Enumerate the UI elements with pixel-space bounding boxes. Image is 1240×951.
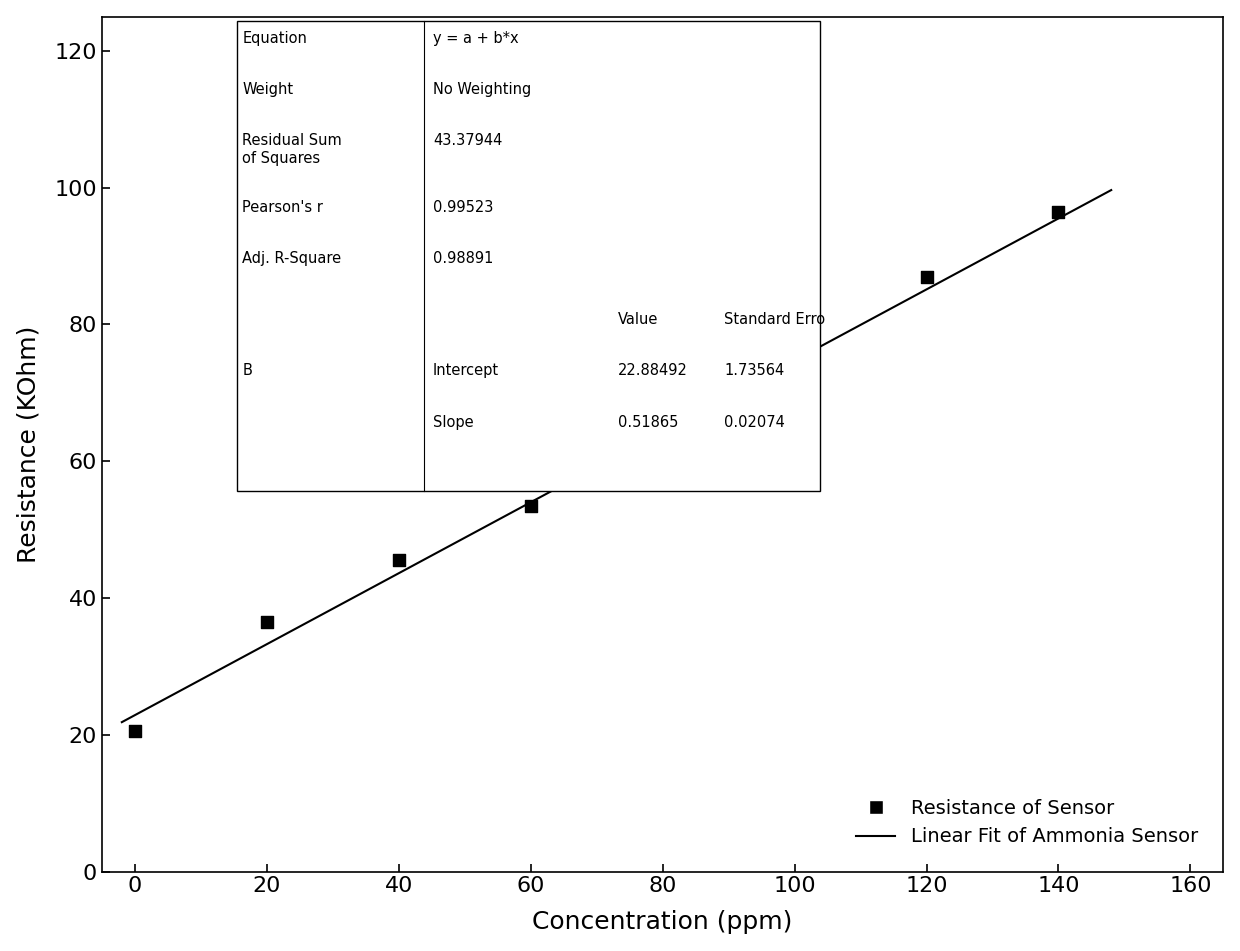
Point: [125, 724, 145, 739]
FancyBboxPatch shape: [237, 21, 820, 491]
Text: Value: Value: [618, 312, 658, 327]
Text: Equation: Equation: [242, 31, 308, 47]
Text: Standard Erro: Standard Erro: [724, 312, 826, 327]
Text: Weight: Weight: [242, 83, 294, 97]
Y-axis label: Resistance (KOhm): Resistance (KOhm): [16, 325, 41, 563]
Text: 0.98891: 0.98891: [433, 251, 494, 266]
Text: 22.88492: 22.88492: [618, 363, 688, 378]
Text: 0.99523: 0.99523: [433, 200, 494, 215]
Text: 0.02074: 0.02074: [724, 415, 785, 430]
Point: [652, 447, 672, 462]
Text: Slope: Slope: [433, 415, 474, 430]
Text: y = a + b*x: y = a + b*x: [433, 31, 518, 47]
Legend: Resistance of Sensor, Linear Fit of Ammonia Sensor: Resistance of Sensor, Linear Fit of Ammo…: [841, 783, 1214, 862]
Text: 0.51865: 0.51865: [618, 415, 678, 430]
Point: [785, 378, 805, 394]
Text: Pearson's r: Pearson's r: [242, 200, 324, 215]
X-axis label: Concentration (ppm): Concentration (ppm): [532, 910, 792, 934]
Text: Adj. R-Square: Adj. R-Square: [242, 251, 341, 266]
Text: Residual Sum
of Squares: Residual Sum of Squares: [242, 133, 342, 165]
Point: [916, 269, 936, 284]
Point: [257, 614, 277, 630]
Point: [1049, 204, 1069, 219]
Point: [521, 498, 541, 514]
Text: B: B: [242, 363, 252, 378]
Text: No Weighting: No Weighting: [433, 83, 531, 97]
Text: 1.73564: 1.73564: [724, 363, 785, 378]
Text: 43.37944: 43.37944: [433, 133, 502, 148]
Point: [389, 553, 409, 568]
Text: Intercept: Intercept: [433, 363, 498, 378]
